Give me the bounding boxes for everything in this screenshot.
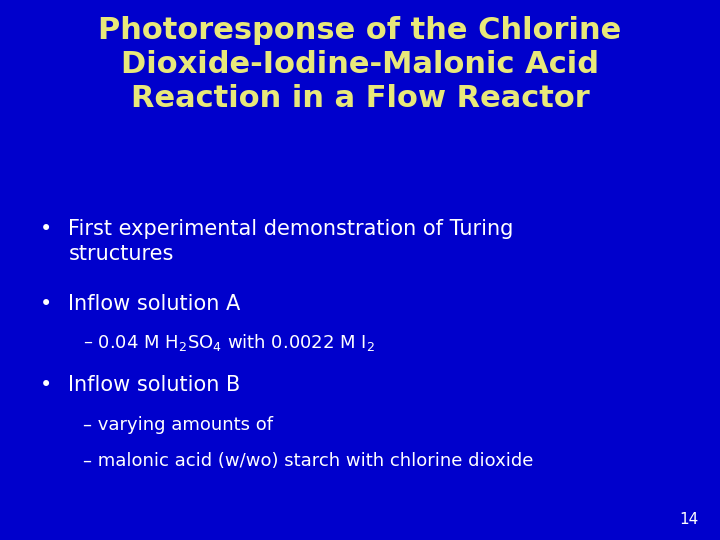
Text: Photoresponse of the Chlorine
Dioxide-Iodine-Malonic Acid
Reaction in a Flow Rea: Photoresponse of the Chlorine Dioxide-Io… xyxy=(99,16,621,113)
Text: Inflow solution A: Inflow solution A xyxy=(68,294,240,314)
Text: First experimental demonstration of Turing
structures: First experimental demonstration of Turi… xyxy=(68,219,514,264)
Text: •: • xyxy=(40,375,52,395)
Text: – varying amounts of: – varying amounts of xyxy=(83,416,273,434)
Text: $\endash$ 0.04 M H$_2$SO$_4$ with 0.0022 M I$_2$: $\endash$ 0.04 M H$_2$SO$_4$ with 0.0022… xyxy=(83,332,375,353)
Text: – malonic acid (w/wo) starch with chlorine dioxide: – malonic acid (w/wo) starch with chlori… xyxy=(83,452,534,470)
Text: •: • xyxy=(40,294,52,314)
Text: Inflow solution B: Inflow solution B xyxy=(68,375,240,395)
Text: 14: 14 xyxy=(679,511,698,526)
Text: •: • xyxy=(40,219,52,239)
